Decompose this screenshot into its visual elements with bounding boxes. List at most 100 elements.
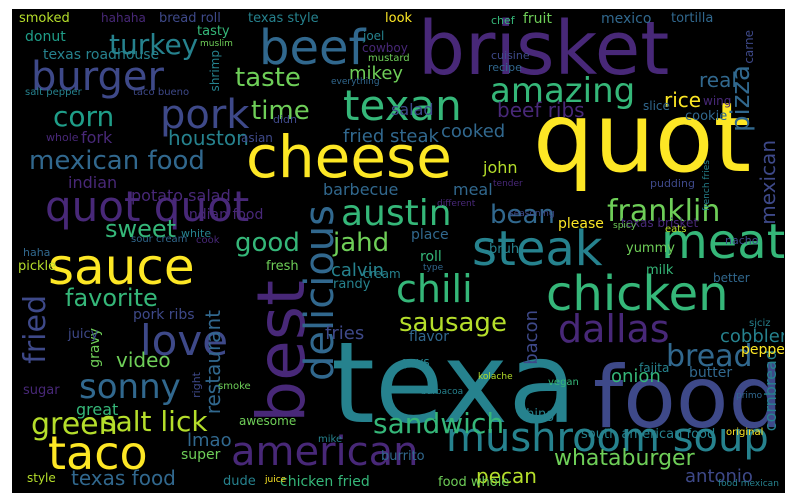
word-different: different bbox=[437, 199, 476, 209]
word-bruh: bruh bbox=[489, 242, 520, 257]
word-burger: burger bbox=[31, 54, 164, 100]
word-mexico: mexico bbox=[601, 11, 652, 27]
word-pudding: pudding bbox=[650, 177, 695, 190]
word-sausage: sausage bbox=[399, 308, 507, 338]
word-fried: fried bbox=[18, 295, 53, 364]
word-pecan: pecan bbox=[476, 464, 537, 488]
word-mikey: mikey bbox=[349, 63, 404, 84]
word-chicken-fried: chicken fried bbox=[280, 474, 370, 490]
word-eats: eats bbox=[665, 224, 687, 235]
word-pickle: pickle bbox=[18, 259, 57, 274]
word-sauce: sauce bbox=[48, 238, 195, 296]
word-original: original bbox=[726, 427, 764, 438]
word-houston: houston bbox=[168, 126, 249, 150]
word-butter: butter bbox=[689, 365, 733, 381]
word-beef: beef bbox=[259, 20, 366, 76]
word-good: good bbox=[235, 228, 300, 258]
word-meat: meat bbox=[661, 214, 785, 270]
word-tender: tender bbox=[493, 179, 523, 189]
word-cobbler: cobbler bbox=[720, 326, 785, 347]
word-guys: guys bbox=[401, 355, 430, 369]
word-jahd: jahd bbox=[333, 228, 390, 258]
word-better: better bbox=[713, 271, 750, 285]
word-didn: didn bbox=[273, 113, 297, 126]
word-muslim: muslim bbox=[200, 39, 233, 49]
word-lmao: lmao bbox=[187, 430, 232, 451]
word-chef: chef bbox=[491, 14, 515, 27]
word-smoked: smoked bbox=[19, 11, 70, 26]
word-joel: joel bbox=[363, 29, 385, 43]
word-mexican: mexican bbox=[756, 140, 780, 225]
word-juice: juice bbox=[265, 475, 287, 485]
word-real: real bbox=[699, 68, 737, 92]
word-haha: haha bbox=[23, 246, 51, 259]
word-fries: fries bbox=[325, 323, 365, 344]
word-best: best bbox=[243, 280, 320, 423]
word-american: american bbox=[231, 429, 419, 475]
word-awesome: awesome bbox=[239, 414, 297, 428]
word-mushroom-soup: mushroom soup bbox=[446, 415, 769, 461]
word-video: video bbox=[116, 348, 171, 372]
word-look: look bbox=[385, 11, 413, 26]
word-mustard: mustard bbox=[368, 53, 410, 64]
word-cheese: cheese bbox=[246, 123, 452, 191]
word-whole: whole bbox=[46, 131, 79, 144]
word-sour-cream: sour cream bbox=[131, 234, 188, 245]
word-type: type bbox=[423, 263, 444, 273]
word-asian: asian bbox=[241, 131, 273, 145]
word-corn: corn bbox=[53, 100, 115, 133]
word-pork: pork bbox=[160, 92, 250, 138]
word-kolache: kolache bbox=[478, 372, 513, 382]
word-dude: dude bbox=[223, 474, 256, 489]
word-love: love bbox=[140, 316, 229, 365]
word-pork-ribs: pork ribs bbox=[133, 307, 195, 323]
word-tortilla: tortilla bbox=[671, 11, 714, 26]
word-bacon: bacon bbox=[521, 310, 542, 365]
word-dallas: dallas bbox=[558, 307, 670, 351]
word-bread: bread bbox=[666, 339, 753, 374]
word-cloud: quot brisket texa food cheese best meat … bbox=[12, 9, 785, 493]
word-texas-brisket: texas brisket bbox=[621, 216, 699, 230]
word-roll: roll bbox=[420, 249, 442, 265]
word-sandwich: sandwich bbox=[373, 407, 505, 440]
word-potato-salad: potato salad bbox=[131, 186, 231, 205]
word-vegan: vegan bbox=[548, 377, 579, 388]
word-right: right bbox=[190, 372, 203, 398]
word-texas-food: texas food bbox=[71, 466, 176, 490]
word-barbacoa: barbacoa bbox=[421, 387, 464, 397]
word-chicken: chicken bbox=[546, 266, 729, 322]
word-cooked: cooked bbox=[441, 121, 506, 142]
word-style: style bbox=[27, 471, 56, 485]
word-south-american-food: south american food bbox=[581, 427, 716, 442]
word-amazing: amazing bbox=[490, 71, 636, 111]
word-meal: meal bbox=[453, 180, 493, 199]
word-whataburger: whataburger bbox=[554, 446, 695, 471]
word-pizza: pizza bbox=[726, 65, 756, 132]
word-taco-bueno: taco bueno bbox=[133, 87, 190, 98]
word-sweet: sweet bbox=[105, 215, 177, 243]
word-fresh: fresh bbox=[266, 259, 299, 274]
word-rice: rice bbox=[664, 88, 702, 112]
word-salt-pepper: salt pepper bbox=[25, 87, 82, 98]
word-juicy: juicy bbox=[68, 327, 99, 342]
word-yummy: yummy bbox=[626, 241, 675, 256]
word-texan: texan bbox=[343, 81, 462, 130]
word-chili: chili bbox=[396, 267, 473, 311]
word-tasty: tasty bbox=[197, 24, 230, 39]
word-food-whole: food whole bbox=[438, 475, 510, 490]
word-favorite: favorite bbox=[65, 284, 158, 312]
word-wing: wing bbox=[703, 94, 732, 108]
word-steak: steak bbox=[472, 221, 603, 277]
word-salad: salad bbox=[391, 100, 434, 119]
word-sonny: sonny bbox=[79, 367, 181, 407]
word-thing: thing bbox=[521, 407, 555, 422]
word-turkey: turkey bbox=[109, 28, 199, 61]
word-beef-ribs: beef ribs bbox=[497, 98, 585, 122]
word-franklin: franklin bbox=[607, 194, 721, 229]
word-french-fries: french fries bbox=[702, 160, 712, 212]
word-food: food bbox=[593, 348, 784, 448]
word-donut: donut bbox=[25, 29, 66, 45]
word-quot-quot: quot quot bbox=[45, 182, 250, 231]
word-bread-roll: bread roll bbox=[159, 11, 221, 26]
word-brisket: brisket bbox=[418, 9, 670, 92]
